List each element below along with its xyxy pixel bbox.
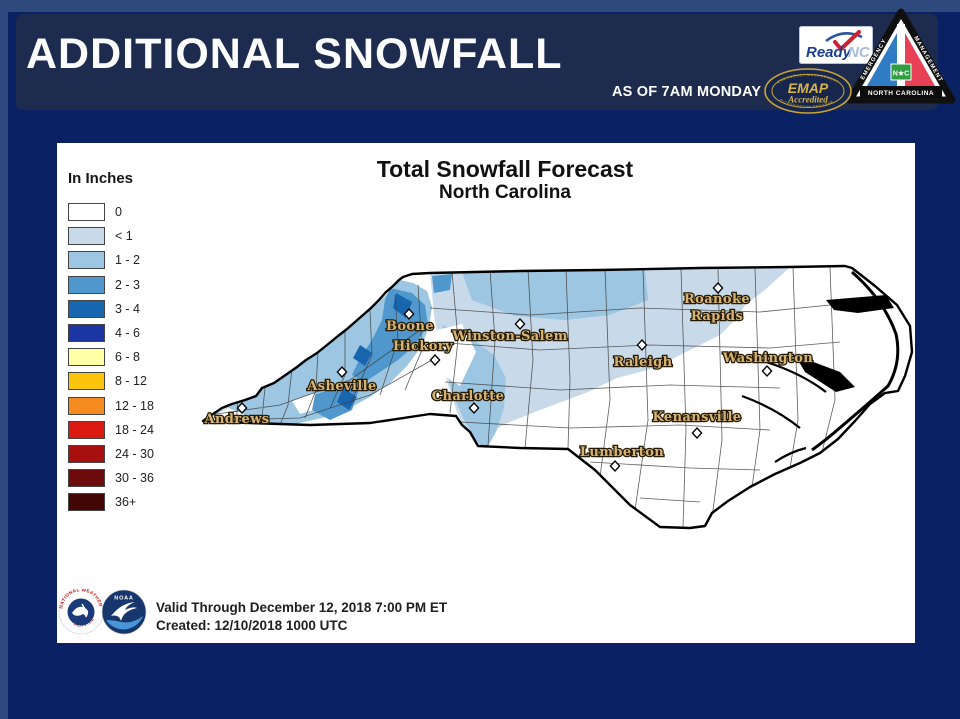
created-line: Created: 12/10/2018 1000 UTC bbox=[156, 617, 348, 633]
legend-row: 18 - 24 bbox=[68, 420, 154, 439]
readync-blue-swoosh bbox=[825, 32, 863, 43]
legend-row: 6 - 8 bbox=[68, 348, 154, 367]
map-title-block: Total Snowfall Forecast North Carolina bbox=[285, 156, 725, 204]
legend-label: 24 - 30 bbox=[115, 446, 154, 461]
legend-label: 12 - 18 bbox=[115, 398, 154, 413]
legend-swatch bbox=[68, 420, 105, 439]
legend-swatch bbox=[68, 227, 105, 246]
legend-label: 1 - 2 bbox=[115, 253, 141, 268]
legend-row: 0 bbox=[68, 203, 154, 221]
legend-swatch bbox=[68, 323, 105, 342]
legend-swatch bbox=[68, 444, 105, 463]
legend-label: 0 bbox=[115, 205, 122, 219]
legend-swatch bbox=[68, 469, 105, 488]
legend-row: 36+ bbox=[68, 493, 154, 512]
legend-label: 6 - 8 bbox=[115, 350, 141, 365]
nc-emergency-management-logo: N★C NORTH CAROLINA EMERGENCY MANAGEMENT bbox=[846, 8, 956, 109]
legend-heading: In Inches bbox=[68, 170, 134, 187]
legend-swatch bbox=[68, 299, 105, 318]
legend-swatch bbox=[68, 396, 105, 415]
legend-label: 18 - 24 bbox=[115, 422, 154, 437]
legend-swatch bbox=[68, 493, 105, 512]
as-of-timestamp: AS OF 7AM MONDAY bbox=[612, 84, 762, 100]
noaa-label: NOAA bbox=[114, 596, 133, 602]
legend-label: 3 - 4 bbox=[115, 301, 141, 316]
legend-row: 3 - 4 bbox=[68, 299, 154, 318]
readync-logo: Ready NC bbox=[799, 26, 873, 69]
legend-row: < 1 bbox=[68, 227, 154, 246]
legend-row: 12 - 18 bbox=[68, 396, 154, 415]
readync-red-check-icon bbox=[833, 30, 861, 52]
emap-badge-graphic: EMERGENCY MANAGEMENT ACCREDITATION PROGR… bbox=[764, 68, 852, 114]
emap-accredited-badge: EMERGENCY MANAGEMENT ACCREDITATION PROGR… bbox=[764, 68, 852, 119]
readync-text-ready: Ready bbox=[806, 44, 852, 61]
legend-label: 30 - 36 bbox=[115, 471, 154, 486]
legend-row: 8 - 12 bbox=[68, 372, 154, 391]
emap-title: EMAP bbox=[788, 80, 829, 96]
slide-left-border bbox=[0, 0, 8, 719]
legend-swatch bbox=[68, 275, 105, 294]
legend-row: 30 - 36 bbox=[68, 469, 154, 488]
nws-logo: NATIONAL WEATHER SERVICE bbox=[58, 587, 104, 640]
legend-items: 0 < 1 1 - 2 2 - 3 3 - 4 4 - 6 6 - 8 8 - 12 12 - … bbox=[68, 203, 154, 517]
legend-swatch bbox=[68, 348, 105, 367]
slide-top-border bbox=[0, 0, 960, 12]
triangle-nc-star: N★C bbox=[893, 70, 909, 78]
nc-triangle-graphic: N★C NORTH CAROLINA EMERGENCY MANAGEMENT bbox=[846, 8, 956, 104]
page-title: ADDITIONAL SNOWFALL bbox=[26, 30, 563, 78]
legend-label: 2 - 3 bbox=[115, 277, 141, 292]
legend-label: < 1 bbox=[115, 229, 133, 244]
legend-label: 36+ bbox=[115, 495, 137, 510]
legend-row: 4 - 6 bbox=[68, 323, 154, 342]
legend-label: 4 - 6 bbox=[115, 325, 141, 340]
legend-row: 1 - 2 bbox=[68, 251, 154, 270]
map-card: Total Snowfall Forecast North Carolina I… bbox=[57, 143, 915, 643]
noaa-lower-sea bbox=[106, 616, 143, 630]
map-title: Total Snowfall Forecast bbox=[376, 156, 634, 182]
valid-through-line: Valid Through December 12, 2018 7:00 PM … bbox=[156, 600, 448, 615]
readync-text-nc: NC bbox=[848, 44, 871, 61]
legend-row: 2 - 3 bbox=[68, 275, 154, 294]
triangle-north-carolina-label: NORTH CAROLINA bbox=[868, 90, 934, 97]
noaa-logo: NOAA bbox=[101, 589, 147, 640]
legend-swatch bbox=[68, 203, 105, 221]
noaa-seagull-icon bbox=[111, 602, 137, 621]
legend-swatch bbox=[68, 251, 105, 270]
legend-swatch bbox=[68, 372, 105, 391]
nws-logo-graphic: NATIONAL WEATHER SERVICE bbox=[58, 587, 104, 635]
map-validity-text: Valid Through December 12, 2018 7:00 PM … bbox=[156, 599, 447, 634]
nws-lightning-icon bbox=[81, 603, 88, 618]
map-subtitle: North Carolina bbox=[439, 182, 571, 203]
triangle-green-square bbox=[890, 63, 912, 81]
noaa-logo-graphic: NOAA bbox=[101, 589, 147, 635]
legend-label: 8 - 12 bbox=[115, 374, 147, 389]
readync-logo-graphic: Ready NC bbox=[799, 26, 873, 64]
emap-subtitle: Accredited bbox=[787, 95, 828, 105]
legend-row: 24 - 30 bbox=[68, 444, 154, 463]
